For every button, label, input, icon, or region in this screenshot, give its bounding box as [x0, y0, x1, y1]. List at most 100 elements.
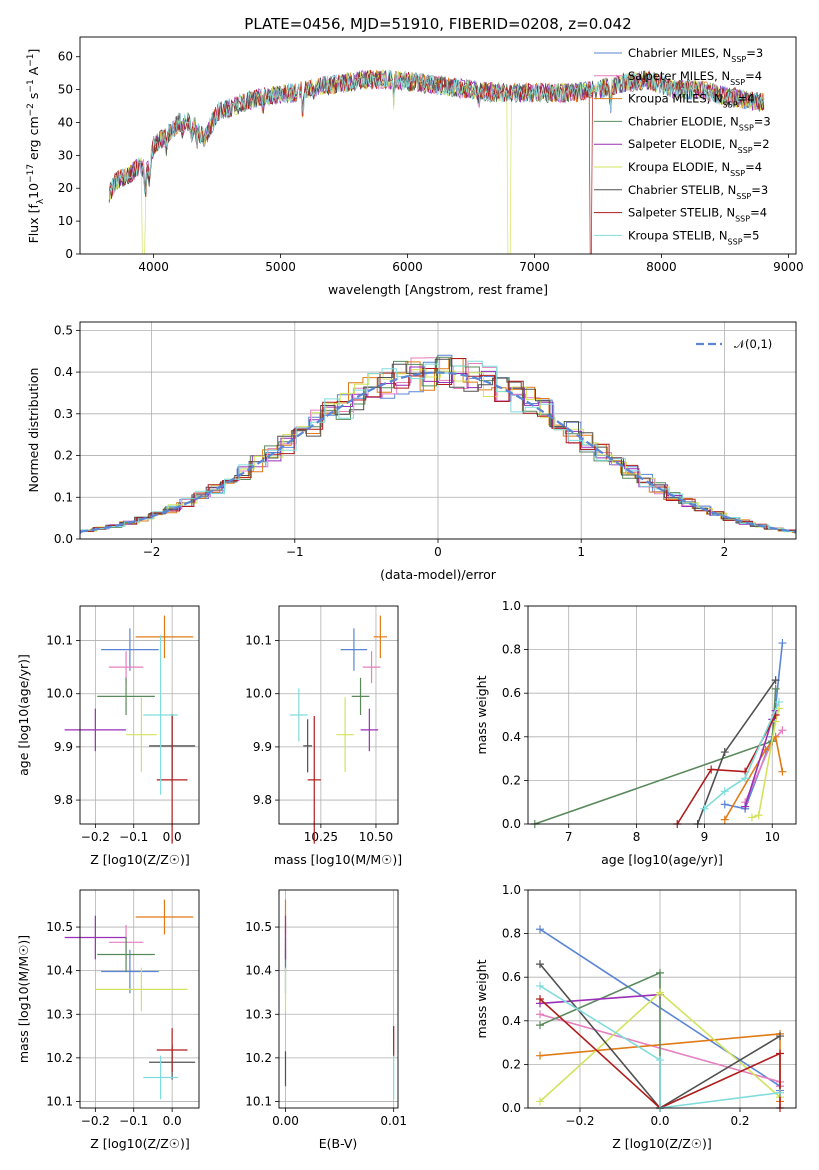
legend-text: SSP: [730, 77, 745, 86]
legend-text: =4: [750, 206, 767, 220]
y-tick-label: 1.0: [502, 599, 521, 613]
legend-label: Salpeter MILES, NSSP=4: [628, 69, 762, 87]
x-axis-label: (data-model)/error: [380, 567, 497, 582]
x-tick-label: 0.00: [272, 1114, 299, 1128]
legend-text: Chabrier ELODIE, N: [628, 114, 739, 128]
y-tick-label: 0.2: [54, 449, 73, 463]
legend-label: Salpeter ELODIE, NSSP=2: [628, 137, 770, 155]
y-tick-label: 10.4: [46, 964, 73, 978]
y-axis-label: mass [log10(M/M☉)]: [16, 935, 31, 1063]
marker-plus: [778, 767, 787, 776]
marker-plus: [720, 748, 729, 757]
legend-label: Kroupa ELODIE, NSSP=4: [628, 160, 762, 178]
y-tick-label: 10.1: [245, 634, 272, 648]
y-tick-label: 0.1: [54, 490, 73, 504]
marker-plus: [700, 804, 709, 813]
y-tick-label: 20: [58, 181, 73, 195]
y-tick-label: 0.2: [502, 773, 521, 787]
y-axis-label: mass weight: [474, 675, 489, 754]
marker-plus: [536, 1010, 544, 1019]
y-tick-label: 10: [58, 214, 73, 228]
y-tick-label: 9.8: [54, 793, 73, 807]
y-tick-label: 0.2: [502, 1057, 521, 1071]
x-tick-label: 7000: [519, 260, 550, 274]
legend-text: Kroupa ELODIE, N: [628, 160, 730, 174]
x-tick-label: −0.1: [119, 1114, 148, 1128]
y-tick-label: 30: [58, 148, 73, 162]
legend-text: SSP: [739, 123, 754, 132]
panel-age_vs_mass: 10.25 10.50 9.8 9.9 10.0 10.1: [245, 605, 399, 844]
y-tick-label: 0.0: [502, 817, 521, 831]
x-tick-label: 8000: [646, 260, 677, 274]
y-tick-label: 0.0: [502, 1101, 521, 1115]
y-tick-label: 10.1: [245, 1094, 272, 1108]
spectrum-lines: [108, 69, 765, 254]
legend-text: SSP: [736, 191, 751, 200]
y-tick-label: 0.6: [502, 686, 521, 700]
x-tick-label: 6000: [392, 260, 423, 274]
figure-title: PLATE=0456, MJD=51910, FIBERID=0208, z=0…: [244, 15, 631, 33]
y-tick-label: 9.9: [253, 740, 272, 754]
y-tick-label: 0: [65, 247, 73, 261]
x-tick-label: 0.0: [650, 1114, 669, 1128]
legend-text: =4: [738, 92, 755, 106]
legend-text: =2: [753, 137, 770, 151]
panel-massweight_vs_age: 7 8 9 10 0.0 0.2 0.4 0.6 0.8 1.0: [502, 599, 797, 844]
x-tick-label: −0.1: [119, 830, 148, 844]
legend-text: =5: [743, 228, 760, 242]
legend-text: SSP: [728, 237, 743, 246]
y-tick-label: 0.0: [54, 532, 73, 546]
marker-plus: [720, 787, 729, 796]
x-tick-label: 10.50: [359, 830, 393, 844]
x-tick-label: −2: [143, 545, 161, 559]
mass-weight-line: [539, 993, 661, 1005]
y-label-part: −2: [26, 103, 36, 116]
y-tick-label: 9.9: [54, 740, 73, 754]
legend-text: SSP: [731, 55, 746, 64]
spectrum-series-line: [108, 69, 765, 201]
legend-text: SSP: [735, 214, 750, 223]
y-label-part: −17: [26, 164, 36, 183]
panel-age_vs_Z: −0.2 −0.1 0.09.89.910.010.1: [46, 605, 200, 844]
y-tick-label: 10.0: [46, 687, 73, 701]
axes-frame: [79, 321, 797, 540]
y-tick-label: 0.5: [54, 323, 73, 337]
y-tick-label: 0.8: [502, 927, 521, 941]
legend-label: Chabrier ELODIE, NSSP=3: [628, 114, 771, 131]
x-axis-label: mass [log10(M/M☉)]: [274, 852, 402, 867]
marker-plus: [778, 639, 787, 648]
histograms: [80, 354, 796, 534]
y-tick-label: 10.5: [46, 920, 73, 934]
y-tick-label: 10.1: [46, 1094, 73, 1108]
x-axis-label: Z [log10(Z/Z☉)]: [90, 852, 190, 867]
y-tick-label: 1.0: [502, 883, 521, 897]
marker-plus: [775, 697, 784, 706]
y-axis-label: Normed distribution: [26, 368, 41, 493]
marker-plus: [720, 800, 729, 809]
x-tick-label: −0.2: [81, 830, 110, 844]
mass-weight-line: [539, 971, 661, 1108]
legend-text: Salpeter MILES, N: [628, 69, 730, 83]
marker-plus: [536, 925, 544, 934]
x-axis-label: Z [log10(Z/Z☉)]: [612, 1136, 712, 1151]
x-tick-label: 7: [565, 830, 573, 844]
legend-text: Chabrier STELIB, N: [628, 183, 736, 197]
legend-label: Salpeter STELIB, NSSP=4: [628, 206, 767, 224]
legend-text: Kroupa STELIB, N: [628, 228, 728, 242]
legend-text: Salpeter ELODIE, N: [628, 137, 738, 151]
y-tick-label: 10.1: [46, 634, 73, 648]
y-label-part: 10: [26, 183, 41, 199]
marker-plus: [536, 981, 544, 990]
x-axis-label: age [log10(age/yr)]: [601, 852, 723, 867]
x-tick-label: −0.2: [81, 1114, 110, 1128]
x-tick-label: −1: [286, 545, 304, 559]
axes-frame: [79, 889, 200, 1109]
marker-plus: [656, 968, 664, 977]
spectrum-series-line: [108, 70, 765, 254]
y-tick-label: 10.3: [46, 1007, 73, 1021]
legend-text: SSP: [730, 169, 745, 178]
legend-label: Kroupa STELIB, NSSP=5: [628, 228, 759, 246]
mass-weight-line: [539, 998, 781, 1109]
y-label-part: erg cm: [26, 116, 41, 164]
